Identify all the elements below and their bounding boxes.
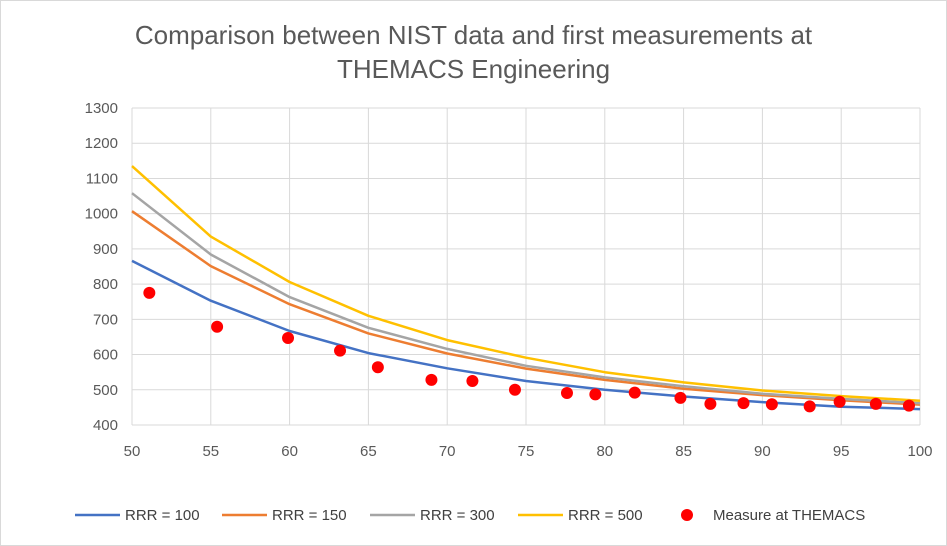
data-point xyxy=(674,391,687,404)
legend-label-1: RRR = 150 xyxy=(272,507,347,524)
chart-title-line-1: Comparison between NIST data and first m… xyxy=(134,20,813,50)
data-point xyxy=(589,388,602,401)
data-point xyxy=(869,397,882,410)
data-point xyxy=(628,386,641,399)
x-tick-label: 100 xyxy=(907,443,932,460)
y-tick-label: 1000 xyxy=(85,206,118,223)
series-line-1 xyxy=(131,210,921,406)
x-axis-ticks: 50 55 60 65 70 75 80 85 90 95 100 xyxy=(124,443,933,460)
series-layer xyxy=(131,165,921,413)
y-tick-label: 1300 xyxy=(85,100,118,117)
gridlines xyxy=(131,107,921,426)
x-tick-label: 55 xyxy=(202,443,219,460)
data-point xyxy=(466,374,479,387)
chart-title-line-2: THEMACS Engineering xyxy=(336,54,611,84)
series-line-2 xyxy=(131,192,921,405)
y-tick-label: 500 xyxy=(93,382,118,399)
x-tick-label: 75 xyxy=(518,443,535,460)
data-point xyxy=(803,400,816,413)
legend-label-2: RRR = 300 xyxy=(420,507,495,524)
data-point xyxy=(143,286,156,299)
y-tick-label: 600 xyxy=(93,347,118,364)
y-tick-label: 900 xyxy=(93,241,118,258)
y-tick-label: 400 xyxy=(93,417,118,434)
series-line-3 xyxy=(131,165,921,402)
x-tick-label: 90 xyxy=(754,443,771,460)
legend-label-0: RRR = 100 xyxy=(125,507,200,524)
legend-swatch-4 xyxy=(681,509,693,521)
data-point xyxy=(425,373,438,386)
x-tick-label: 50 xyxy=(124,443,141,460)
data-point xyxy=(737,397,750,410)
y-tick-label: 1100 xyxy=(86,170,118,187)
series-line-0 xyxy=(131,259,921,411)
y-tick-label: 700 xyxy=(93,311,118,328)
x-tick-label: 80 xyxy=(596,443,613,460)
data-point xyxy=(704,397,717,410)
chart-title: Comparison between NIST data and first m… xyxy=(0,18,947,86)
x-tick-label: 70 xyxy=(439,443,456,460)
x-tick-label: 85 xyxy=(675,443,692,460)
y-axis-ticks: 400 500 600 700 800 900 1000 1100 1200 1300 xyxy=(85,100,118,434)
data-point xyxy=(282,332,295,345)
legend-label-4: Measure at THEMACS xyxy=(713,507,865,524)
legend: RRR = 100 RRR = 150 RRR = 300 RRR = 500 Meas… xyxy=(75,507,865,524)
data-point xyxy=(560,386,573,399)
data-point xyxy=(765,398,778,411)
y-tick-label: 800 xyxy=(93,276,118,293)
legend-label-3: RRR = 500 xyxy=(568,507,643,524)
data-point xyxy=(211,320,224,333)
data-point xyxy=(334,344,347,357)
x-tick-label: 60 xyxy=(281,443,298,460)
data-point xyxy=(902,399,915,412)
y-tick-label: 1200 xyxy=(85,135,118,152)
x-tick-label: 65 xyxy=(360,443,377,460)
data-point xyxy=(508,383,521,396)
data-point xyxy=(833,395,846,408)
data-point xyxy=(371,361,384,374)
x-tick-label: 95 xyxy=(833,443,850,460)
